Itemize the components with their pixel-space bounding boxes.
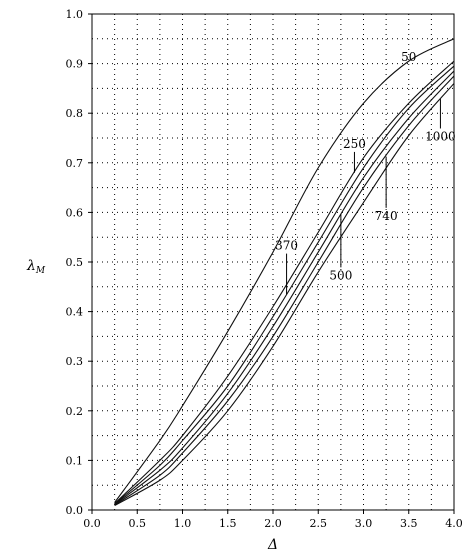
curve-label-500: 500: [329, 268, 352, 282]
series-line-250: [114, 60, 455, 504]
curve-label-740: 740: [375, 209, 398, 223]
y-tick-label: 0.9: [66, 58, 84, 71]
curve-label-250: 250: [343, 137, 366, 151]
y-tick-label: 0.4: [66, 306, 84, 319]
y-tick-label: 0.1: [66, 454, 84, 467]
x-tick-label: 1.0: [174, 517, 192, 530]
series-line-740: [114, 75, 455, 506]
x-axis-label: Δ: [267, 537, 278, 553]
x-tick-label: 1.5: [219, 517, 237, 530]
y-tick-label: 0.3: [66, 355, 84, 368]
series-line-1000: [114, 83, 455, 507]
grid: [91, 13, 455, 511]
curve-label-370: 370: [275, 239, 298, 253]
y-axis-label: λM: [26, 258, 46, 276]
y-tick-label: 0.8: [66, 107, 84, 120]
x-tick-label: 4.0: [445, 517, 463, 530]
y-tick-label: 0.0: [66, 504, 84, 517]
x-tick-label: 2.5: [310, 517, 328, 530]
y-axis-label-sub: M: [35, 266, 46, 276]
y-axis-label-main: λ: [26, 258, 36, 274]
y-tick-label: 0.5: [66, 256, 84, 269]
y-tick-label: 1.0: [66, 8, 84, 21]
x-tick-label: 2.0: [264, 517, 282, 530]
curve-label-50: 50: [401, 50, 416, 64]
x-tick-label: 3.0: [355, 517, 373, 530]
x-tick-label: 0.5: [129, 517, 147, 530]
y-tick-label: 0.7: [66, 157, 84, 170]
series-line-500: [114, 70, 455, 505]
y-tick-label: 0.2: [66, 405, 84, 418]
x-tick-label: 3.5: [400, 517, 418, 530]
series-lines: [114, 38, 455, 507]
curve-label-1000: 1000: [425, 129, 456, 143]
series-line-370: [114, 65, 455, 505]
y-tick-label: 0.6: [66, 206, 84, 219]
ticks: 0.0 0.5 1.0 1.5 2.0 2.5 3.0 3.5 4.0 0.0 0.1 0.2 0.3 0…: [66, 8, 463, 530]
x-tick-label: 0.0: [83, 517, 101, 530]
curve-labels: 50 250 370 500 740 1000: [275, 50, 456, 295]
series-line-50: [114, 38, 455, 503]
